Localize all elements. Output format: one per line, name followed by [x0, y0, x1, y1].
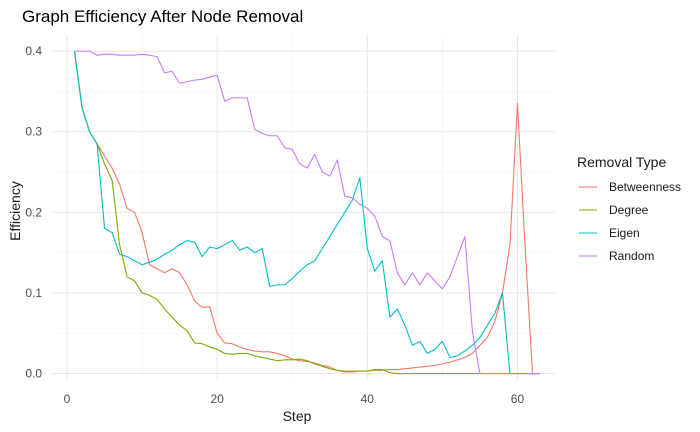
y-tick-label: 0.2 [25, 205, 42, 219]
legend-label-degree: Degree [609, 203, 649, 217]
legend-item-random[interactable]: Random [579, 249, 654, 263]
x-tick-label: 0 [64, 392, 71, 406]
y-tick-label: 0.1 [25, 286, 42, 300]
chart-title: Graph Efficiency After Node Removal [22, 7, 303, 26]
series-line-betweenness [73, 51, 540, 375]
legend-title: Removal Type [577, 154, 666, 170]
legend-label-betweenness: Betweenness [609, 180, 681, 194]
legend-item-betweenness[interactable]: Betweenness [579, 180, 681, 194]
legend-item-eigen[interactable]: Eigen [579, 226, 640, 240]
y-tick-label: 0.3 [25, 125, 42, 139]
x-tick-label: 20 [210, 392, 224, 406]
tick-layer: 0 20 40 60 0.0 0.1 0.2 0.3 0.4 [25, 44, 524, 406]
x-tick-label: 40 [361, 392, 375, 406]
legend-label-eigen: Eigen [609, 226, 640, 240]
y-tick-label: 0.0 [25, 367, 42, 381]
legend: Removal Type Betweenness Degree Eigen Ra… [577, 154, 681, 263]
x-tick-label: 60 [511, 392, 525, 406]
legend-label-random: Random [609, 249, 654, 263]
grid-layer [52, 35, 555, 380]
y-axis-title: Efficiency [7, 181, 23, 241]
series-line-eigen [73, 51, 540, 375]
series-line-degree [73, 51, 540, 375]
y-tick-label: 0.4 [25, 44, 42, 58]
series-layer [73, 50, 540, 375]
x-axis-title: Step [283, 408, 312, 424]
legend-item-degree[interactable]: Degree [579, 203, 649, 217]
series-line-random [74, 50, 540, 375]
